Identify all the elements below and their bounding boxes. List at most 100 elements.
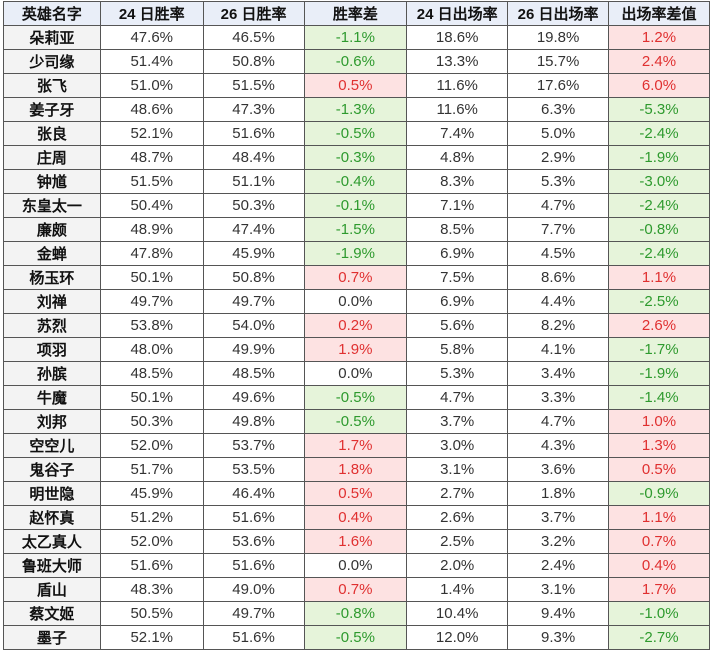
cell-winrate-diff: -0.6% bbox=[303, 49, 408, 74]
cell-winrate-diff: 1.6% bbox=[303, 529, 408, 554]
cell-pickrate-26: 8.6% bbox=[507, 265, 610, 290]
cell-winrate-diff: 0.0% bbox=[303, 553, 408, 578]
cell-pickrate-diff: -2.4% bbox=[608, 121, 710, 146]
cell-hero-name: 东皇太一 bbox=[3, 193, 101, 218]
cell-pickrate-24: 5.8% bbox=[406, 337, 509, 362]
cell-pickrate-24: 13.3% bbox=[406, 49, 509, 74]
table-row: 太乙真人 52.0% 53.6% 1.6% 2.5% 3.2% 0.7% bbox=[3, 529, 710, 554]
cell-pickrate-diff: -2.4% bbox=[608, 241, 710, 266]
cell-pickrate-24: 8.5% bbox=[406, 217, 509, 242]
cell-winrate-diff: -0.5% bbox=[303, 121, 408, 146]
cell-pickrate-26: 4.5% bbox=[507, 241, 610, 266]
cell-pickrate-26: 6.3% bbox=[507, 97, 610, 122]
cell-winrate-24: 52.0% bbox=[99, 433, 204, 458]
cell-pickrate-26: 3.3% bbox=[507, 385, 610, 410]
cell-pickrate-diff: 0.4% bbox=[608, 553, 710, 578]
cell-winrate-diff: 1.9% bbox=[303, 337, 408, 362]
cell-winrate-26: 50.3% bbox=[202, 193, 305, 218]
cell-pickrate-26: 3.7% bbox=[507, 505, 610, 530]
cell-hero-name: 刘禅 bbox=[3, 289, 101, 314]
cell-pickrate-diff: -2.7% bbox=[608, 625, 710, 650]
cell-pickrate-26: 4.7% bbox=[507, 193, 610, 218]
cell-pickrate-diff: -2.5% bbox=[608, 289, 710, 314]
cell-winrate-24: 47.6% bbox=[99, 25, 204, 50]
cell-winrate-diff: -1.5% bbox=[303, 217, 408, 242]
cell-pickrate-26: 3.4% bbox=[507, 361, 610, 386]
cell-pickrate-diff: -1.7% bbox=[608, 337, 710, 362]
cell-winrate-24: 48.0% bbox=[99, 337, 204, 362]
cell-hero-name: 张良 bbox=[3, 121, 101, 146]
cell-hero-name: 鬼谷子 bbox=[3, 457, 101, 482]
cell-winrate-diff: 0.0% bbox=[303, 361, 408, 386]
table-row: 明世隐 45.9% 46.4% 0.5% 2.7% 1.8% -0.9% bbox=[3, 481, 710, 506]
cell-hero-name: 空空儿 bbox=[3, 433, 101, 458]
cell-pickrate-26: 5.0% bbox=[507, 121, 610, 146]
cell-winrate-24: 48.5% bbox=[99, 361, 204, 386]
cell-pickrate-24: 18.6% bbox=[406, 25, 509, 50]
cell-hero-name: 孙膑 bbox=[3, 361, 101, 386]
cell-pickrate-24: 3.7% bbox=[406, 409, 509, 434]
cell-pickrate-24: 11.6% bbox=[406, 97, 509, 122]
cell-pickrate-26: 19.8% bbox=[507, 25, 610, 50]
cell-pickrate-24: 2.5% bbox=[406, 529, 509, 554]
cell-winrate-24: 48.6% bbox=[99, 97, 204, 122]
cell-winrate-diff: 0.7% bbox=[303, 265, 408, 290]
cell-winrate-26: 51.6% bbox=[202, 625, 305, 650]
cell-winrate-24: 52.0% bbox=[99, 529, 204, 554]
header-winrate-diff: 胜率差 bbox=[303, 1, 408, 26]
cell-winrate-26: 50.8% bbox=[202, 49, 305, 74]
cell-winrate-diff: -0.3% bbox=[303, 145, 408, 170]
hero-stats-table: 英雄名字 24 日胜率 26 日胜率 胜率差 24 日出场率 26 日出场率 出… bbox=[3, 1, 710, 650]
cell-winrate-24: 47.8% bbox=[99, 241, 204, 266]
cell-pickrate-26: 4.4% bbox=[507, 289, 610, 314]
cell-winrate-diff: -1.1% bbox=[303, 25, 408, 50]
table-row: 金蝉 47.8% 45.9% -1.9% 6.9% 4.5% -2.4% bbox=[3, 241, 710, 266]
table-row: 东皇太一 50.4% 50.3% -0.1% 7.1% 4.7% -2.4% bbox=[3, 193, 710, 218]
cell-winrate-24: 52.1% bbox=[99, 121, 204, 146]
cell-winrate-26: 51.1% bbox=[202, 169, 305, 194]
cell-winrate-24: 53.8% bbox=[99, 313, 204, 338]
cell-pickrate-24: 3.0% bbox=[406, 433, 509, 458]
cell-winrate-26: 49.7% bbox=[202, 601, 305, 626]
cell-hero-name: 苏烈 bbox=[3, 313, 101, 338]
cell-pickrate-24: 8.3% bbox=[406, 169, 509, 194]
cell-winrate-26: 48.4% bbox=[202, 145, 305, 170]
cell-winrate-24: 51.7% bbox=[99, 457, 204, 482]
cell-pickrate-24: 1.4% bbox=[406, 577, 509, 602]
table-row: 鲁班大师 51.6% 51.6% 0.0% 2.0% 2.4% 0.4% bbox=[3, 553, 710, 578]
table-row: 赵怀真 51.2% 51.6% 0.4% 2.6% 3.7% 1.1% bbox=[3, 505, 710, 530]
cell-winrate-24: 50.3% bbox=[99, 409, 204, 434]
cell-winrate-26: 45.9% bbox=[202, 241, 305, 266]
cell-winrate-diff: 0.4% bbox=[303, 505, 408, 530]
header-winrate-24: 24 日胜率 bbox=[99, 1, 204, 26]
table-row: 张飞 51.0% 51.5% 0.5% 11.6% 17.6% 6.0% bbox=[3, 73, 710, 98]
cell-pickrate-24: 2.6% bbox=[406, 505, 509, 530]
header-row: 英雄名字 24 日胜率 26 日胜率 胜率差 24 日出场率 26 日出场率 出… bbox=[3, 1, 710, 26]
cell-winrate-26: 49.0% bbox=[202, 577, 305, 602]
cell-winrate-26: 51.5% bbox=[202, 73, 305, 98]
cell-pickrate-26: 3.1% bbox=[507, 577, 610, 602]
cell-pickrate-diff: 0.7% bbox=[608, 529, 710, 554]
cell-hero-name: 赵怀真 bbox=[3, 505, 101, 530]
cell-hero-name: 少司缘 bbox=[3, 49, 101, 74]
cell-pickrate-26: 1.8% bbox=[507, 481, 610, 506]
table-row: 张良 52.1% 51.6% -0.5% 7.4% 5.0% -2.4% bbox=[3, 121, 710, 146]
cell-pickrate-24: 11.6% bbox=[406, 73, 509, 98]
cell-winrate-24: 51.5% bbox=[99, 169, 204, 194]
table-row: 姜子牙 48.6% 47.3% -1.3% 11.6% 6.3% -5.3% bbox=[3, 97, 710, 122]
cell-pickrate-24: 10.4% bbox=[406, 601, 509, 626]
table-row: 少司缘 51.4% 50.8% -0.6% 13.3% 15.7% 2.4% bbox=[3, 49, 710, 74]
header-pickrate-24: 24 日出场率 bbox=[406, 1, 509, 26]
cell-winrate-diff: 0.7% bbox=[303, 577, 408, 602]
cell-hero-name: 太乙真人 bbox=[3, 529, 101, 554]
cell-pickrate-diff: -0.9% bbox=[608, 481, 710, 506]
table-row: 杨玉环 50.1% 50.8% 0.7% 7.5% 8.6% 1.1% bbox=[3, 265, 710, 290]
cell-hero-name: 金蝉 bbox=[3, 241, 101, 266]
table-row: 项羽 48.0% 49.9% 1.9% 5.8% 4.1% -1.7% bbox=[3, 337, 710, 362]
cell-winrate-24: 50.5% bbox=[99, 601, 204, 626]
cell-winrate-diff: -0.1% bbox=[303, 193, 408, 218]
cell-winrate-diff: -0.5% bbox=[303, 385, 408, 410]
cell-pickrate-26: 17.6% bbox=[507, 73, 610, 98]
cell-pickrate-diff: 6.0% bbox=[608, 73, 710, 98]
cell-winrate-diff: -1.9% bbox=[303, 241, 408, 266]
